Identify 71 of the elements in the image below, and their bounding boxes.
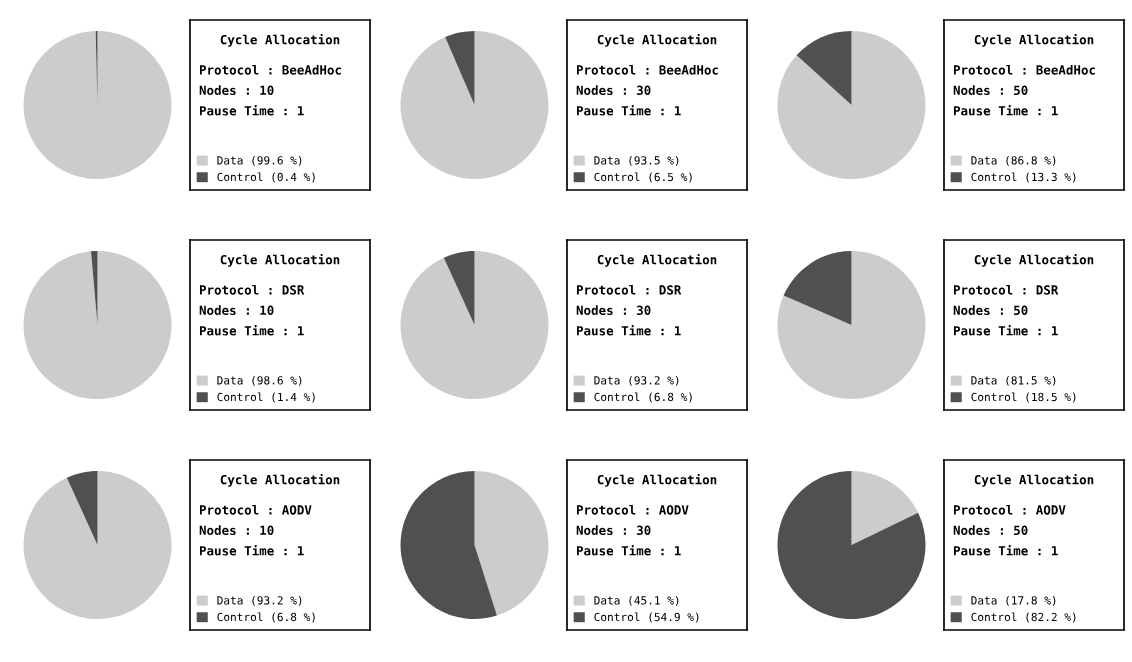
- text: Pause Time : 1: [199, 325, 304, 336]
- legend-label: Control (82.2 %): [971, 612, 1076, 623]
- legend-label: Control (1.4 %): [217, 392, 315, 403]
- legend-label: Data (81.5 %): [971, 375, 1056, 386]
- pie-slice: [796, 31, 852, 105]
- text: Nodes : 10: [199, 85, 274, 96]
- chart-title: Cycle Allocation: [974, 254, 1094, 267]
- pie-slice: [783, 251, 852, 325]
- legend-label: Control (6.8 %): [594, 392, 692, 403]
- chart-title: Cycle Allocation: [220, 474, 340, 487]
- text: Nodes : 50: [953, 305, 1028, 316]
- text: Protocol : BeeAdHoc: [199, 64, 341, 75]
- legend-label: Data (98.6 %): [217, 375, 302, 386]
- text: Protocol : BeeAdHoc: [576, 64, 718, 75]
- pie-slice: [474, 471, 549, 616]
- pie-slice: [851, 471, 919, 545]
- chart-title: Cycle Allocation: [597, 254, 717, 267]
- legend-label: Control (6.8 %): [217, 612, 315, 623]
- chart-title: Cycle Allocation: [597, 34, 717, 47]
- pie-slice: [443, 251, 475, 325]
- text: Protocol : DSR: [199, 284, 305, 295]
- text: Nodes : 50: [953, 525, 1028, 536]
- pie-slice: [400, 471, 497, 619]
- text: Pause Time : 1: [576, 105, 681, 116]
- legend-label: Control (13.3 %): [971, 172, 1076, 183]
- pie-slice: [23, 251, 172, 399]
- chart-title: Cycle Allocation: [220, 254, 340, 267]
- text: Pause Time : 1: [576, 325, 681, 336]
- text: Nodes : 10: [199, 525, 274, 536]
- pie-slice: [400, 31, 549, 179]
- legend-label: Data (99.6 %): [217, 155, 302, 166]
- text: Nodes : 30: [576, 85, 651, 96]
- text: Pause Time : 1: [953, 545, 1058, 556]
- pie-slice: [91, 251, 98, 325]
- legend-label: Data (93.5 %): [594, 155, 679, 166]
- legend-label: Data (93.2 %): [217, 595, 302, 606]
- text: Nodes : 30: [576, 305, 651, 316]
- chart-title: Cycle Allocation: [974, 34, 1094, 47]
- text: Nodes : 30: [576, 525, 651, 536]
- legend-label: Data (93.2 %): [594, 375, 679, 386]
- text: Nodes : 10: [199, 305, 274, 316]
- legend-label: Control (18.5 %): [971, 392, 1076, 403]
- text: Protocol : DSR: [953, 284, 1059, 295]
- chart-title: Cycle Allocation: [597, 474, 717, 487]
- text: Pause Time : 1: [199, 105, 304, 116]
- legend-label: Control (54.9 %): [594, 612, 699, 623]
- text: Protocol : BeeAdHoc: [953, 64, 1095, 75]
- pie-slice: [777, 31, 926, 179]
- legend-label: Control (6.5 %): [594, 172, 692, 183]
- chart-title: Cycle Allocation: [974, 474, 1094, 487]
- text: Protocol : AODV: [576, 504, 689, 515]
- pie-slice: [777, 251, 926, 399]
- pie-slice: [445, 31, 475, 105]
- pie-slice: [23, 471, 172, 619]
- pie-slice: [23, 31, 172, 179]
- text: Protocol : DSR: [576, 284, 682, 295]
- text: Pause Time : 1: [199, 545, 304, 556]
- text: Pause Time : 1: [576, 545, 681, 556]
- chart-title: Cycle Allocation: [220, 34, 340, 47]
- text: Pause Time : 1: [953, 105, 1058, 116]
- legend-label: Data (45.1 %): [594, 595, 679, 606]
- text: Pause Time : 1: [953, 325, 1058, 336]
- text: Protocol : AODV: [953, 504, 1066, 515]
- pie-slice: [400, 251, 549, 399]
- legend-label: Data (86.8 %): [971, 155, 1056, 166]
- pie-slice: [777, 471, 926, 619]
- legend-label: Data (17.8 %): [971, 595, 1056, 606]
- pie-slice: [66, 471, 98, 545]
- text: Nodes : 50: [953, 85, 1028, 96]
- text: Protocol : AODV: [199, 504, 312, 515]
- legend-label: Control (0.4 %): [217, 172, 315, 183]
